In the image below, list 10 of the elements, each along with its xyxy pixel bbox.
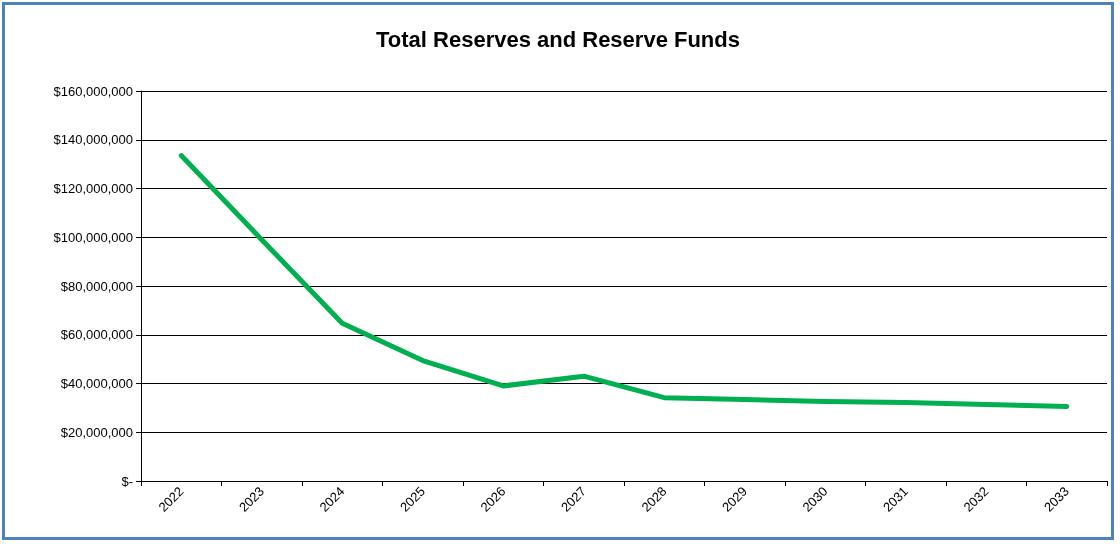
y-tick-label: $40,000,000 [60, 376, 133, 391]
y-tick-label: $140,000,000 [53, 132, 133, 148]
y-tick-label: $20,000,000 [60, 424, 133, 440]
y-tick-label: $60,000,000 [60, 327, 133, 343]
y-tick-label: $160,000,000 [53, 83, 133, 99]
y-tick-label: $- [121, 473, 133, 489]
y-tick-label: $100,000,000 [53, 229, 133, 245]
chart-title: Total Reserves and Reserve Funds [376, 26, 740, 52]
y-tick-label: $120,000,000 [53, 181, 133, 196]
y-tick-label: $80,000,000 [60, 278, 133, 294]
